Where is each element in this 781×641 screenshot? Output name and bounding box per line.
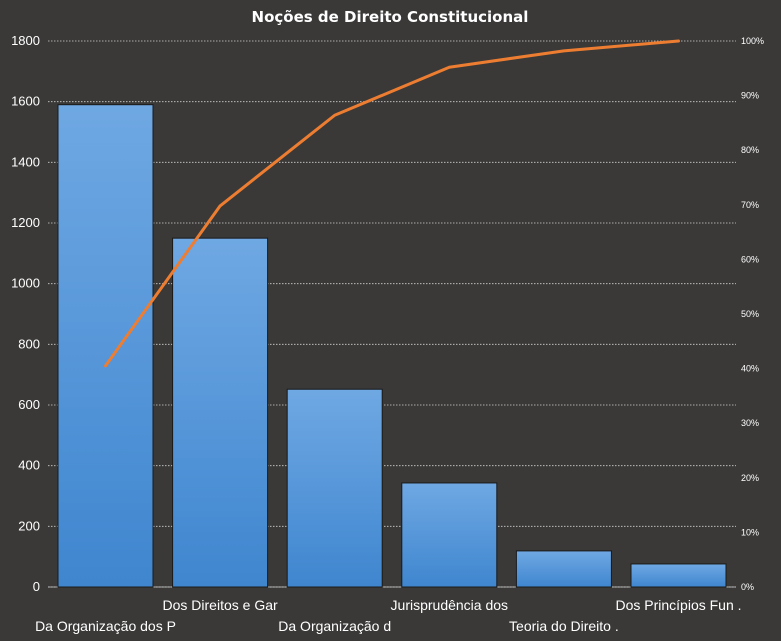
y2-tick-label: 100%	[741, 36, 764, 46]
chart-title: Noções de Direito Constitucional	[252, 8, 529, 26]
y-tick-label: 1200	[11, 215, 40, 230]
cumulative-line	[104, 39, 680, 368]
x-category-label: Jurisprudência dos	[391, 597, 509, 613]
y2-tick-label: 70%	[741, 200, 759, 210]
y-tick-label: 1800	[11, 33, 40, 48]
y-tick-label: 0	[33, 579, 40, 594]
y-axis-left: 0 200 400 600 800 1000 1200 1400 1600 1800	[11, 33, 40, 594]
cumulative-line-path	[104, 39, 680, 368]
x-category-label: Dos Direitos e Gar	[163, 597, 278, 613]
y-tick-label: 800	[18, 336, 40, 351]
y-tick-label: 400	[18, 458, 40, 473]
bar	[401, 482, 498, 588]
y2-tick-label: 30%	[741, 418, 759, 428]
x-category-label: Da Organização d	[278, 618, 391, 634]
y-tick-label: 1600	[11, 94, 40, 109]
y2-tick-label: 0%	[741, 582, 754, 592]
x-category-label: Da Organização dos P	[35, 618, 176, 634]
y-axis-right: 0% 10% 20% 30% 40% 50% 60% 70% 80% 90% 100%	[741, 36, 764, 592]
y2-tick-label: 10%	[741, 527, 759, 537]
bars	[57, 104, 727, 588]
y-tick-label: 1000	[11, 276, 40, 291]
x-category-label: Teoria do Direito .	[509, 618, 619, 634]
y2-tick-label: 20%	[741, 473, 759, 483]
bar	[286, 388, 383, 588]
y-tick-label: 200	[18, 518, 40, 533]
y2-tick-label: 60%	[741, 254, 759, 264]
y-tick-label: 600	[18, 397, 40, 412]
x-axis-categories: Da Organização dos P Dos Direitos e GarDa…	[35, 597, 741, 634]
bar	[57, 104, 154, 588]
gridlines	[48, 40, 736, 588]
x-category-label: Dos Princípios Fun .	[615, 597, 741, 613]
y2-tick-label: 90%	[741, 91, 759, 101]
y2-tick-label: 40%	[741, 364, 759, 374]
y2-tick-label: 50%	[741, 309, 759, 319]
y2-tick-label: 80%	[741, 145, 759, 155]
bar	[630, 563, 727, 588]
bar	[172, 237, 269, 588]
bar	[515, 550, 612, 588]
y-tick-label: 1400	[11, 154, 40, 169]
